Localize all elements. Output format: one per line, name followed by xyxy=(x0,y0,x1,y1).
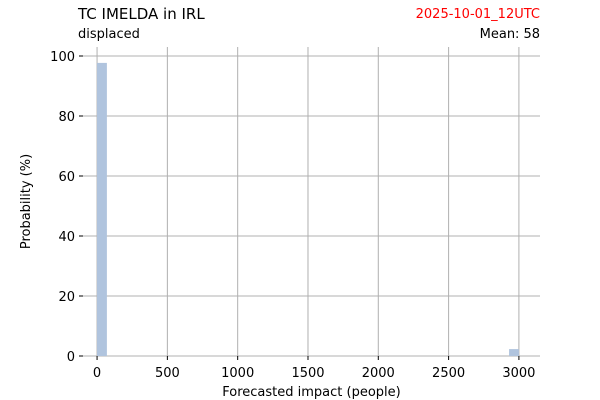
histogram-bar xyxy=(97,62,107,357)
x-tick-label: 2000 xyxy=(362,366,395,381)
x-axis-label: Forecasted impact (people) xyxy=(222,385,400,400)
grid-lines xyxy=(83,47,540,357)
x-axis-ticks: 0 500 1000 1500 2000 2500 3000 xyxy=(93,356,535,381)
y-tick-label: 40 xyxy=(58,230,75,245)
mean-label: Mean: xyxy=(479,27,520,42)
y-tick-label: 60 xyxy=(58,170,75,185)
histogram-bars xyxy=(97,62,519,357)
x-tick-label: 2500 xyxy=(432,366,465,381)
forecast-date: 2025-10-01_12UTC xyxy=(415,7,540,22)
mean-value: 58 xyxy=(523,27,540,42)
x-tick-label: 0 xyxy=(93,366,101,381)
y-tick-label: 0 xyxy=(67,350,75,365)
y-axis-ticks: 0 20 40 60 80 100 xyxy=(50,50,83,365)
chart-subtitle: displaced xyxy=(78,27,140,42)
y-tick-label: 20 xyxy=(58,290,75,305)
y-tick-label: 80 xyxy=(58,110,75,125)
histogram-bar xyxy=(509,349,519,356)
x-tick-label: 1500 xyxy=(291,366,324,381)
y-axis-label: Probability (%) xyxy=(19,154,34,249)
x-tick-label: 3000 xyxy=(502,366,535,381)
mean-readout: Mean: 58 xyxy=(480,27,540,42)
x-tick-label: 1000 xyxy=(221,366,254,381)
x-tick-label: 500 xyxy=(155,366,180,381)
y-tick-label: 100 xyxy=(50,50,75,65)
chart-title: TC IMELDA in IRL xyxy=(78,5,205,23)
